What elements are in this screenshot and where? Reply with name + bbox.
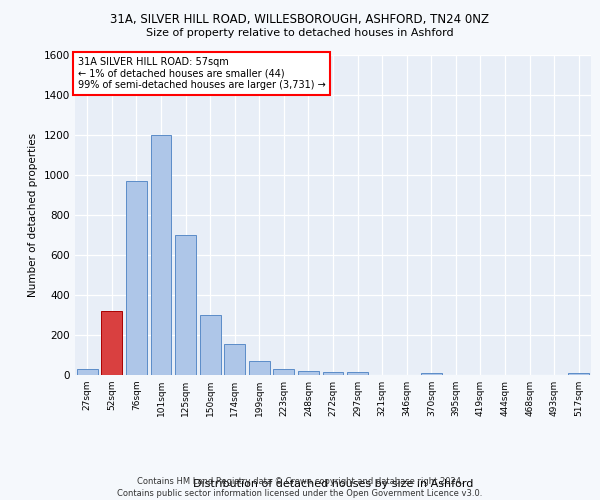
- Bar: [200, 315, 221, 375]
- Bar: [224, 344, 245, 375]
- Text: 31A SILVER HILL ROAD: 57sqm
← 1% of detached houses are smaller (44)
99% of semi: 31A SILVER HILL ROAD: 57sqm ← 1% of deta…: [77, 56, 325, 90]
- Text: Contains public sector information licensed under the Open Government Licence v3: Contains public sector information licen…: [118, 489, 482, 498]
- Bar: [101, 311, 122, 375]
- Y-axis label: Number of detached properties: Number of detached properties: [28, 133, 38, 297]
- Bar: [568, 372, 589, 375]
- Text: Size of property relative to detached houses in Ashford: Size of property relative to detached ho…: [146, 28, 454, 38]
- Bar: [126, 181, 147, 375]
- Bar: [323, 372, 343, 375]
- Bar: [77, 369, 98, 375]
- Text: Contains HM Land Registry data © Crown copyright and database right 2024.: Contains HM Land Registry data © Crown c…: [137, 478, 463, 486]
- Bar: [421, 372, 442, 375]
- Bar: [249, 361, 270, 375]
- Bar: [151, 135, 172, 375]
- Bar: [175, 235, 196, 375]
- Bar: [274, 370, 295, 375]
- Bar: [347, 372, 368, 375]
- Text: 31A, SILVER HILL ROAD, WILLESBOROUGH, ASHFORD, TN24 0NZ: 31A, SILVER HILL ROAD, WILLESBOROUGH, AS…: [110, 12, 490, 26]
- Bar: [298, 371, 319, 375]
- X-axis label: Distribution of detached houses by size in Ashford: Distribution of detached houses by size …: [193, 478, 473, 488]
